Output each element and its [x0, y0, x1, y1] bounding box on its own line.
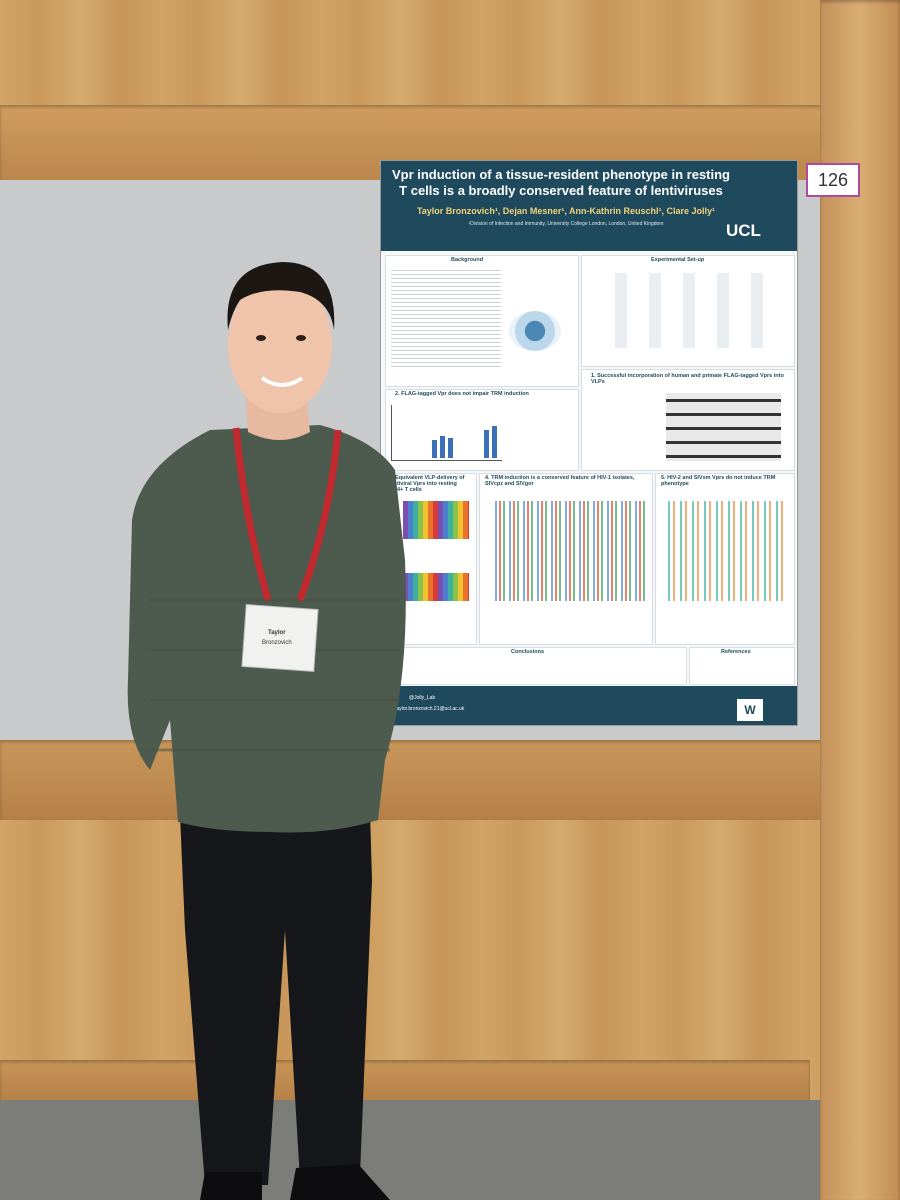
section3-panel — [385, 473, 477, 645]
badge-name-line1: Taylor — [268, 630, 286, 636]
contact-email: taylor.bronzovich.21@ucl.ac.uk — [395, 706, 465, 712]
section3-rainbow-bars-2 — [403, 573, 469, 601]
section3-rainbow-bars — [403, 501, 469, 539]
section-references: References — [721, 649, 751, 655]
section-1-heading: 1. Successful incorporation of human and… — [591, 373, 784, 385]
chart-bar — [484, 430, 489, 458]
section4-charts — [491, 501, 646, 601]
section-4-heading: 4. TRM induction is a conserved feature … — [485, 475, 635, 487]
section2-panel — [385, 389, 579, 471]
setup-schematic — [593, 273, 783, 348]
references-panel — [689, 647, 795, 685]
ucl-logo: UCL — [726, 221, 761, 240]
western-blot-image — [666, 393, 781, 461]
cell-diagram — [509, 311, 561, 351]
section2-bar-charts — [391, 405, 502, 461]
chart-bar — [432, 440, 437, 458]
poster-header: Vpr induction of a tissue-resident pheno… — [381, 161, 797, 251]
chart-bar — [448, 438, 453, 458]
section-2-heading: 2. FLAG-tagged Vpr does not impair TRM i… — [395, 391, 529, 397]
wellcome-logo: W — [737, 699, 763, 721]
chart-bar — [492, 426, 497, 458]
section-background: Background — [451, 257, 484, 263]
conclusions-panel — [385, 647, 687, 685]
poster-affiliation: ¹Division of Infection and Immunity, Uni… — [468, 221, 664, 227]
poster-authors: Taylor Bronzovich¹, Dejan Mesner¹, Ann-K… — [416, 206, 716, 216]
research-poster: Vpr induction of a tissue-resident pheno… — [380, 160, 798, 726]
section-conclusions: Conclusions — [511, 649, 545, 655]
poster-footer — [381, 686, 797, 725]
floor — [0, 1100, 900, 1200]
background-text-placeholder — [391, 267, 501, 367]
bottom-wood-rail — [0, 740, 825, 820]
poster-title: Vpr induction of a tissue-resident pheno… — [391, 167, 731, 198]
poster-number-tag: 126 — [806, 163, 860, 197]
section-experimental-setup: Experimental Set-up — [651, 257, 705, 263]
right-wood-panel — [820, 0, 900, 1200]
badge-name-line2: Bronzovich — [262, 640, 292, 646]
section5-charts — [663, 501, 788, 601]
section-3-heading: 3. Equivalent VLP-delivery of lentiviral… — [389, 475, 465, 493]
twitter-handle: @Jolly_Lab — [409, 695, 436, 701]
section-5-heading: 5. HIV-2 and SIVsm Vprs do not induce TR… — [661, 475, 776, 487]
chart-bar — [440, 436, 445, 458]
